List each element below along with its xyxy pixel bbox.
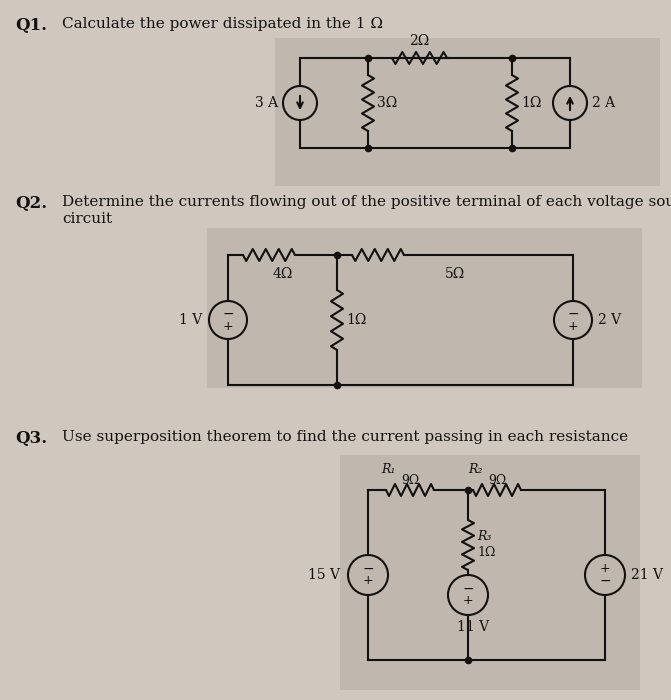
Bar (275, 38, 660, 186)
Text: 4Ω: 4Ω (272, 267, 293, 281)
Text: 5Ω: 5Ω (445, 267, 465, 281)
Text: 2Ω: 2Ω (409, 34, 429, 48)
Text: Calculate the power dissipated in the 1 Ω: Calculate the power dissipated in the 1 … (62, 17, 383, 31)
Bar (340, 455, 640, 690)
Text: −: − (222, 307, 234, 321)
Text: +: + (363, 575, 373, 587)
Text: 2 A: 2 A (592, 96, 615, 110)
Text: 1 V: 1 V (178, 313, 202, 327)
Text: 2 V: 2 V (598, 313, 621, 327)
Text: R₃: R₃ (477, 531, 491, 543)
Text: +: + (568, 319, 578, 332)
Text: 3Ω: 3Ω (377, 96, 397, 110)
Text: Determine the currents flowing out of the positive terminal of each voltage sour: Determine the currents flowing out of th… (62, 195, 671, 209)
Text: 1Ω: 1Ω (521, 96, 541, 110)
Text: 3 A: 3 A (255, 96, 278, 110)
Text: −: − (567, 307, 579, 321)
Text: +: + (223, 319, 234, 332)
Text: 15 V: 15 V (308, 568, 340, 582)
Text: 1Ω: 1Ω (346, 313, 366, 327)
Text: R₂: R₂ (468, 463, 482, 476)
Text: circuit: circuit (62, 212, 112, 226)
Text: Q1.: Q1. (15, 17, 47, 34)
Text: −: − (599, 574, 611, 588)
Text: +: + (463, 594, 473, 608)
Text: −: − (462, 582, 474, 596)
Text: Use superposition theorem to find the current passing in each resistance: Use superposition theorem to find the cu… (62, 430, 628, 444)
Text: 9Ω: 9Ω (401, 474, 419, 487)
Text: 1Ω: 1Ω (477, 547, 495, 559)
Text: +: + (600, 563, 611, 575)
Text: 11 V: 11 V (457, 620, 489, 634)
Bar (207, 228, 642, 388)
Text: −: − (362, 562, 374, 576)
Text: Q2.: Q2. (15, 195, 47, 212)
Text: 9Ω: 9Ω (488, 474, 506, 487)
Text: Q3.: Q3. (15, 430, 47, 447)
Text: R₁: R₁ (381, 463, 395, 476)
Text: 21 V: 21 V (631, 568, 663, 582)
